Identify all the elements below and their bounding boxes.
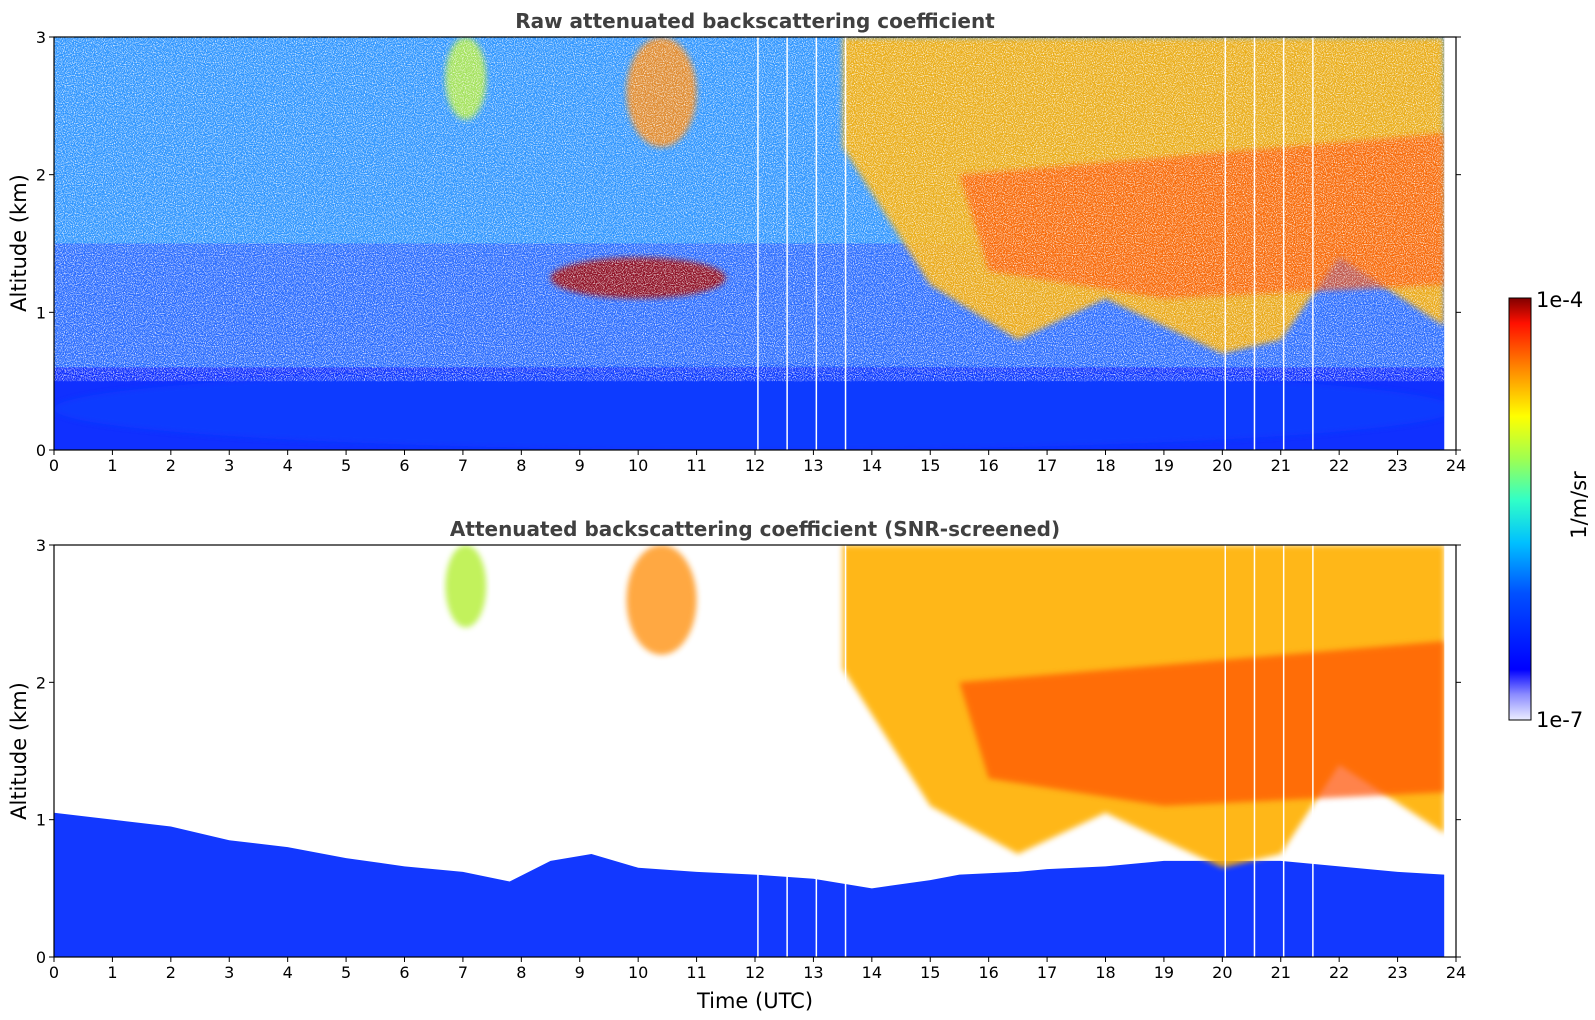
x-tick-label: 22 [1329, 456, 1349, 475]
x-tick-label: 9 [575, 963, 585, 982]
x-tick-label: 0 [49, 963, 59, 982]
x-axis-ticks-raw: 0 1 2 3 4 5 6 7 8 9 10 11 12 13 14 15 16 17 18 19 20 21 22 23 24 [49, 450, 1466, 475]
x-tick-label: 17 [1037, 456, 1057, 475]
y-axis-label-screened: Altitude (km) [7, 682, 31, 820]
x-tick-label: 0 [49, 456, 59, 475]
y-tick-label: 0 [36, 441, 46, 460]
y-tick-label: 1 [36, 303, 46, 322]
x-tick-label: 22 [1329, 963, 1349, 982]
speckle-overlay [54, 37, 1445, 382]
screened-boundary-layer [54, 812, 1445, 957]
x-tick-label: 2 [166, 456, 176, 475]
x-tick-label: 20 [1212, 456, 1232, 475]
x-tick-label: 4 [283, 456, 293, 475]
x-tick-label: 5 [341, 456, 351, 475]
panel-screened: Attenuated backscattering coefficient (S… [7, 517, 1466, 1013]
panel-raw-title: Raw attenuated backscattering coefficien… [515, 9, 995, 33]
heatmap-screened [54, 545, 1456, 957]
x-tick-label: 15 [920, 963, 940, 982]
x-tick-label: 13 [803, 963, 823, 982]
x-tick-label: 1 [107, 963, 117, 982]
y-tick-label: 1 [36, 811, 46, 830]
x-tick-label: 6 [399, 456, 409, 475]
x-tick-label: 16 [978, 963, 998, 982]
x-tick-label: 7 [458, 456, 468, 475]
screened-cloud-core [959, 641, 1445, 806]
x-tick-label: 21 [1271, 456, 1291, 475]
no-data-strip [1444, 37, 1456, 450]
x-tick-label: 14 [862, 963, 882, 982]
x-tick-label: 24 [1446, 456, 1466, 475]
y-axis-ticks-screened: 0 1 2 3 [36, 536, 1461, 967]
panel-raw: Raw attenuated backscattering coefficien… [7, 9, 1466, 475]
colorbar-unit-label: 1/m/sr [1567, 471, 1591, 539]
y-tick-label: 3 [36, 536, 46, 555]
x-tick-label: 20 [1212, 963, 1232, 982]
x-tick-label: 2 [166, 963, 176, 982]
x-tick-label: 21 [1271, 963, 1291, 982]
x-tick-label: 18 [1095, 456, 1115, 475]
x-tick-label: 12 [745, 963, 765, 982]
panel-screened-title: Attenuated backscattering coefficient (S… [450, 517, 1060, 541]
x-tick-label: 8 [516, 456, 526, 475]
y-axis-label-raw: Altitude (km) [7, 174, 31, 312]
heatmap-raw [54, 37, 1456, 450]
y-axis-ticks-raw: 0 1 2 3 [36, 28, 1461, 460]
colorbar-gradient [1508, 297, 1532, 721]
screened-plume [626, 545, 697, 655]
colorbar-min-label: 1e-7 [1536, 708, 1583, 732]
x-tick-label: 3 [224, 456, 234, 475]
x-tick-label: 3 [224, 963, 234, 982]
no-data-strip [1444, 545, 1456, 957]
x-tick-label: 9 [575, 456, 585, 475]
x-tick-label: 19 [1154, 963, 1174, 982]
x-tick-label: 10 [628, 456, 648, 475]
feature-0 [54, 367, 1456, 450]
x-tick-label: 19 [1154, 456, 1174, 475]
x-tick-label: 11 [686, 456, 706, 475]
x-tick-label: 1 [107, 456, 117, 475]
x-tick-label: 5 [341, 963, 351, 982]
colorbar-max-label: 1e-4 [1536, 288, 1583, 312]
x-tick-label: 23 [1387, 963, 1407, 982]
x-axis-label: Time (UTC) [696, 989, 813, 1013]
x-tick-label: 7 [458, 963, 468, 982]
x-tick-label: 23 [1387, 456, 1407, 475]
x-axis-ticks-screened: 0 1 2 3 4 5 6 7 8 9 10 11 12 13 14 15 16 17 18 19 20 21 22 23 24 [49, 957, 1466, 982]
x-tick-label: 17 [1037, 963, 1057, 982]
y-tick-label: 3 [36, 28, 46, 47]
x-tick-label: 11 [686, 963, 706, 982]
y-tick-label: 0 [36, 948, 46, 967]
x-tick-label: 18 [1095, 963, 1115, 982]
x-tick-label: 15 [920, 456, 940, 475]
colorbar: 1e-4 1e-7 1/m/sr [1508, 288, 1591, 732]
x-tick-label: 8 [516, 963, 526, 982]
x-tick-label: 10 [628, 963, 648, 982]
x-tick-label: 12 [745, 456, 765, 475]
x-tick-label: 14 [862, 456, 882, 475]
x-tick-label: 4 [283, 963, 293, 982]
x-tick-label: 16 [978, 456, 998, 475]
y-tick-label: 2 [36, 166, 46, 185]
x-tick-label: 6 [399, 963, 409, 982]
y-tick-label: 2 [36, 673, 46, 692]
x-tick-label: 13 [803, 456, 823, 475]
screened-small-plume [445, 545, 487, 628]
x-tick-label: 24 [1446, 963, 1466, 982]
